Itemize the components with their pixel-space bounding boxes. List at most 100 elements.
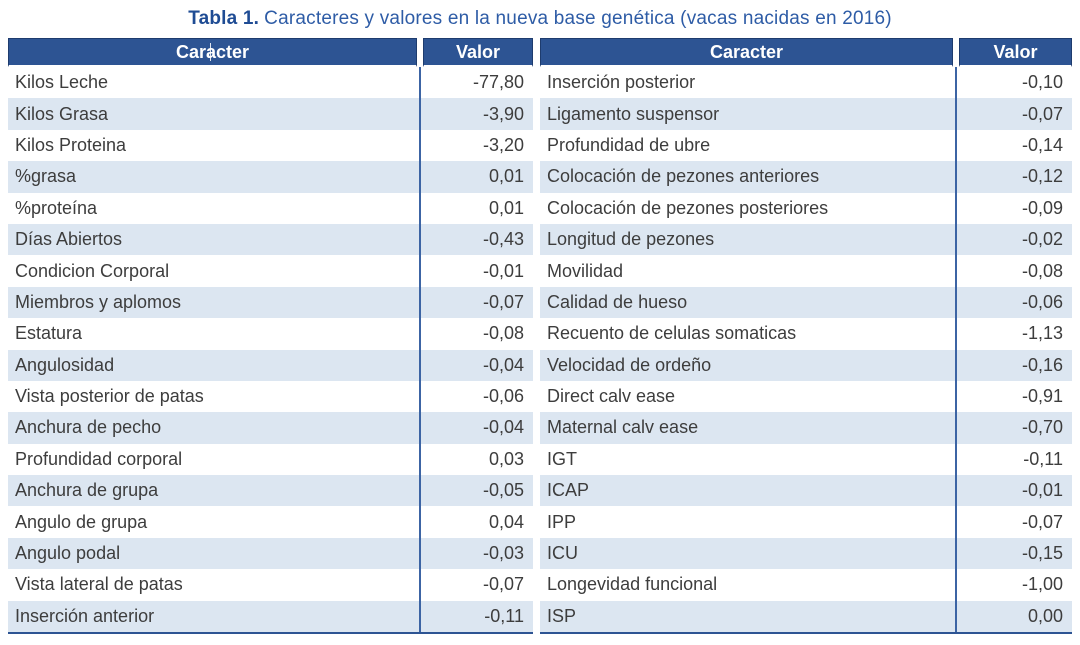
valor-cell: -1,00: [955, 569, 1072, 601]
caracter-cell: Kilos Grasa: [15, 103, 109, 124]
valor-cell: -1,13: [955, 318, 1072, 350]
caracter-cell: Estatura: [15, 323, 83, 344]
table-row: Calidad de hueso -0,06: [540, 286, 1072, 319]
valor-cell: -0,01: [955, 475, 1072, 507]
valor-cell: -0,14: [955, 129, 1072, 162]
table-caption: Caracteres y valores en la nueva base ge…: [264, 8, 892, 29]
table-row: Profundidad corporal 0,03: [8, 443, 533, 476]
caracter-cell: Colocación de pezones anteriores: [547, 166, 820, 187]
table-label: Tabla 1.: [188, 8, 260, 29]
valor-cell: -0,08: [419, 318, 533, 350]
caracter-cell: Recuento de celulas somaticas: [547, 323, 797, 344]
left-table: Caracter Valor Kilos Leche -77,80 Kilos Gr…: [8, 38, 533, 635]
caracter-cell: Angulo de grupa: [15, 511, 148, 532]
right-table-header: Caracter Valor: [540, 38, 1072, 67]
table-row: Longitud de pezones -0,02: [540, 223, 1072, 256]
column-header-caracter-label: Caracter: [175, 41, 250, 62]
caracter-cell: Profundidad corporal: [15, 448, 183, 469]
valor-cell: 0,01: [419, 192, 533, 224]
valor-cell: 0,01: [419, 161, 533, 193]
column-header-valor: Valor: [959, 38, 1072, 67]
valor-cell: -0,43: [419, 223, 533, 256]
left-table-header: Caracter Valor: [8, 38, 533, 67]
text-caret: [209, 43, 211, 61]
caracter-cell: Inserción posterior: [547, 72, 696, 93]
caracter-cell: Anchura de grupa: [15, 480, 159, 501]
table-row: Vista lateral de patas -0,07: [8, 569, 533, 601]
column-header-caracter-label: Caracter: [709, 41, 784, 62]
valor-cell: 0,03: [419, 443, 533, 476]
caracter-cell: Longevidad funcional: [547, 574, 718, 595]
caracter-cell: Movilidad: [547, 260, 624, 281]
table-row: Velocidad de ordeño -0,16: [540, 349, 1072, 381]
table-row: Profundidad de ubre -0,14: [540, 129, 1072, 162]
caracter-cell: Kilos Leche: [15, 72, 109, 93]
valor-cell: -0,07: [419, 569, 533, 601]
caracter-cell: Angulo podal: [15, 543, 121, 564]
table-row: Angulo podal -0,03: [8, 537, 533, 570]
caracter-cell: Profundidad de ubre: [547, 134, 711, 155]
table-row: Días Abiertos -0,43: [8, 223, 533, 256]
valor-cell: -0,16: [955, 349, 1072, 381]
table-row: Kilos Grasa -3,90: [8, 98, 533, 130]
valor-cell: -0,91: [955, 380, 1072, 413]
caracter-cell: Vista lateral de patas: [15, 574, 183, 595]
caracter-cell: Miembros y aplomos: [15, 291, 182, 312]
caracter-cell: Longitud de pezones: [547, 229, 715, 250]
valor-cell: -0,12: [955, 161, 1072, 193]
table-row: Miembros y aplomos -0,07: [8, 286, 533, 319]
valor-cell: -0,07: [955, 506, 1072, 538]
valor-cell: -0,09: [955, 192, 1072, 224]
table-row: IPP -0,07: [540, 506, 1072, 538]
valor-cell: -0,70: [955, 412, 1072, 444]
valor-cell: -0,04: [419, 349, 533, 381]
table-row: %grasa 0,01: [8, 161, 533, 193]
column-header-caracter: Caracter: [540, 38, 953, 67]
valor-cell: -3,20: [419, 129, 533, 162]
valor-cell: -3,90: [419, 98, 533, 130]
valor-cell: -0,04: [419, 412, 533, 444]
caracter-cell: IPP: [547, 511, 577, 532]
table-row: Estatura -0,08: [8, 318, 533, 350]
valor-cell: -0,05: [419, 475, 533, 507]
table-row: Direct calv ease -0,91: [540, 380, 1072, 413]
right-table-body: Inserción posterior -0,10 Ligamento suspen…: [540, 67, 1072, 633]
caracter-cell: Inserción anterior: [15, 605, 155, 626]
valor-cell: -77,80: [419, 67, 533, 99]
table-row: ICU -0,15: [540, 537, 1072, 570]
caracter-cell: Velocidad de ordeño: [547, 354, 712, 375]
table-row: ICAP -0,01: [540, 475, 1072, 507]
valor-cell: -0,10: [955, 67, 1072, 99]
valor-cell: -0,06: [955, 286, 1072, 319]
table-row: Vista posterior de patas -0,06: [8, 380, 533, 413]
table-row: Longevidad funcional -1,00: [540, 569, 1072, 601]
caracter-cell: Condicion Corporal: [15, 260, 170, 281]
tables-container: Caracter Valor Kilos Leche -77,80 Kilos Gr…: [8, 38, 1072, 635]
valor-cell: 0,00: [955, 600, 1072, 633]
column-header-valor-label: Valor: [455, 41, 501, 62]
valor-cell: -0,11: [955, 443, 1072, 476]
table-row: Kilos Leche -77,80: [8, 67, 533, 99]
caracter-cell: %grasa: [15, 166, 77, 187]
table-row: Movilidad -0,08: [540, 255, 1072, 287]
caracter-cell: Direct calv ease: [547, 386, 676, 407]
table-row: Ligamento suspensor -0,07: [540, 98, 1072, 130]
column-header-valor: Valor: [423, 38, 533, 67]
caracter-cell: Anchura de pecho: [15, 417, 162, 438]
table-row: IGT -0,11: [540, 443, 1072, 476]
valor-cell: -0,08: [955, 255, 1072, 287]
caracter-cell: ISP: [547, 605, 577, 626]
valor-cell: -0,06: [419, 380, 533, 413]
caracter-cell: Días Abiertos: [15, 229, 123, 250]
caracter-cell: Calidad de hueso: [547, 291, 688, 312]
table-row: Recuento de celulas somaticas -1,13: [540, 318, 1072, 350]
left-table-body: Kilos Leche -77,80 Kilos Grasa -3,90 Kilos P…: [8, 67, 533, 633]
valor-cell: -0,15: [955, 537, 1072, 570]
caracter-cell: Maternal calv ease: [547, 417, 699, 438]
table-row: Angulosidad -0,04: [8, 349, 533, 381]
table-row: Maternal calv ease -0,70: [540, 412, 1072, 444]
table-row: Anchura de grupa -0,05: [8, 475, 533, 507]
caracter-cell: ICAP: [547, 480, 590, 501]
caracter-cell: Ligamento suspensor: [547, 103, 720, 124]
column-header-valor-label: Valor: [993, 41, 1038, 62]
